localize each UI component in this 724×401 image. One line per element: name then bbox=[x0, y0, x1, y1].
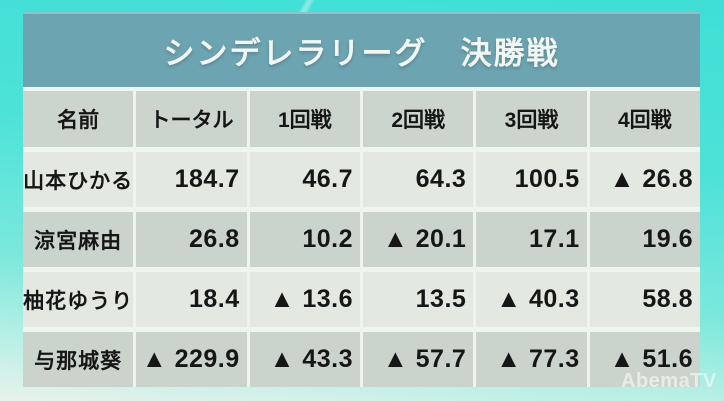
score-game2: ▲ 57.7 bbox=[363, 332, 474, 387]
score-game1: ▲ 43.3 bbox=[249, 332, 360, 387]
score-game1: ▲ 13.6 bbox=[249, 272, 360, 327]
score-game3: 17.1 bbox=[476, 212, 587, 267]
score-panel: シンデレラリーグ 決勝戦 名前 トータル 1回戦 2回戦 3回戦 4回戦 山本ひ… bbox=[23, 12, 700, 387]
score-game2: 13.5 bbox=[363, 272, 474, 327]
abema-watermark: AbemaTV bbox=[621, 370, 717, 392]
score-game1: 10.2 bbox=[249, 212, 360, 267]
score-total: 26.8 bbox=[136, 212, 247, 267]
score-total: 18.4 bbox=[136, 272, 247, 327]
score-game1: 46.7 bbox=[249, 152, 360, 207]
score-game3: ▲ 40.3 bbox=[476, 272, 587, 327]
page-title: シンデレラリーグ 決勝戦 bbox=[163, 36, 560, 71]
column-header-game3: 3回戦 bbox=[476, 91, 587, 147]
title-banner: シンデレラリーグ 決勝戦 bbox=[23, 12, 700, 87]
column-header-total: トータル bbox=[136, 91, 247, 147]
score-game4: ▲ 26.8 bbox=[589, 152, 700, 207]
score-game4: 58.8 bbox=[589, 272, 700, 327]
score-game2: 64.3 bbox=[363, 152, 474, 207]
score-game3: ▲ 77.3 bbox=[476, 332, 587, 387]
banner-table-divider bbox=[23, 87, 700, 91]
score-game3: 100.5 bbox=[476, 152, 587, 207]
player-name: 涼宮麻由 bbox=[23, 212, 134, 267]
player-name: 柚花ゆうり bbox=[23, 272, 134, 327]
score-total: 184.7 bbox=[136, 152, 247, 207]
score-game4: ▲ 51.6 bbox=[589, 332, 700, 387]
column-header-name: 名前 bbox=[23, 91, 134, 147]
score-game2: ▲ 20.1 bbox=[363, 212, 474, 267]
score-table: 名前 トータル 1回戦 2回戦 3回戦 4回戦 山本ひかる 184.7 46.7… bbox=[23, 91, 700, 387]
score-game4: 19.6 bbox=[589, 212, 700, 267]
player-name: 与那城葵 bbox=[23, 332, 134, 387]
player-name: 山本ひかる bbox=[23, 152, 134, 207]
column-header-game1: 1回戦 bbox=[249, 91, 360, 147]
column-header-game2: 2回戦 bbox=[363, 91, 474, 147]
column-header-game4: 4回戦 bbox=[589, 91, 700, 147]
score-total: ▲ 229.9 bbox=[136, 332, 247, 387]
